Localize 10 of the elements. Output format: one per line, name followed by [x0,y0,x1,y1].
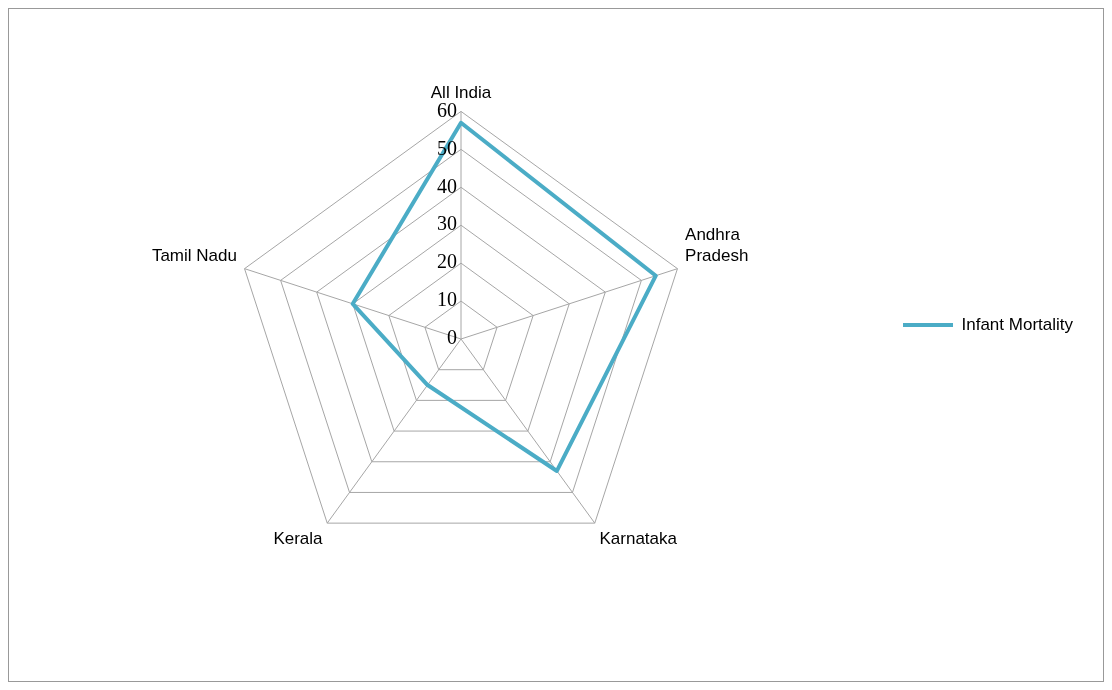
y-tick-label: 20 [437,250,457,273]
spoke-label: Andhra Pradesh [685,225,749,265]
legend-label: Infant Mortality [961,314,1074,334]
spoke-label: Karnataka [599,529,678,549]
y-tick-label: 40 [437,174,457,197]
spoke-label: Kerala [273,529,324,549]
y-tick-label: 30 [437,212,457,235]
y-tick-label: 10 [437,288,457,311]
y-tick-label: 0 [447,326,457,349]
spoke-label: Tamil Nadu [151,245,237,265]
